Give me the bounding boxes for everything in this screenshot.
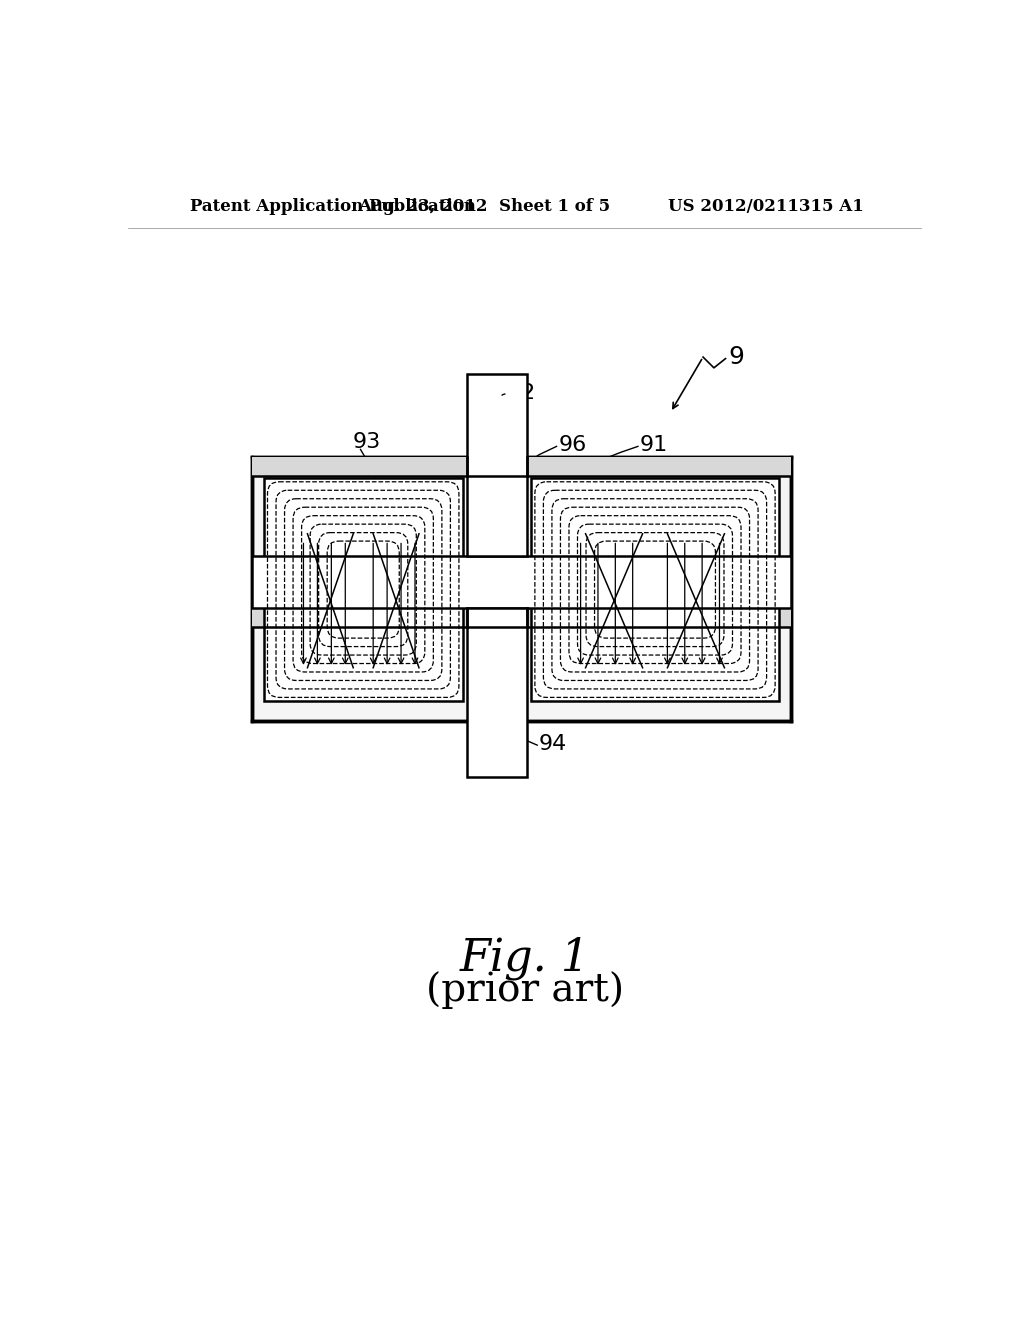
Bar [252,457,791,477]
Text: Patent Application Publication: Patent Application Publication [190,198,476,215]
Bar [467,374,527,556]
Text: Aug. 23, 2012  Sheet 1 of 5: Aug. 23, 2012 Sheet 1 of 5 [358,198,610,215]
Bar [252,609,791,627]
Bar [252,556,791,609]
Bar [263,478,463,701]
Text: 95: 95 [717,591,745,611]
Text: 91: 91 [640,434,668,455]
Bar [252,457,791,721]
Bar [531,478,779,701]
Text: 92: 92 [508,383,536,403]
Bar [467,609,527,777]
Text: (prior art): (prior art) [426,970,624,1008]
Text: 96: 96 [558,434,587,455]
Text: US 2012/0211315 A1: US 2012/0211315 A1 [669,198,864,215]
Text: 94: 94 [539,734,567,754]
Text: Fig. 1: Fig. 1 [460,936,590,979]
Text: 93: 93 [352,432,381,451]
Text: 9: 9 [729,345,744,370]
